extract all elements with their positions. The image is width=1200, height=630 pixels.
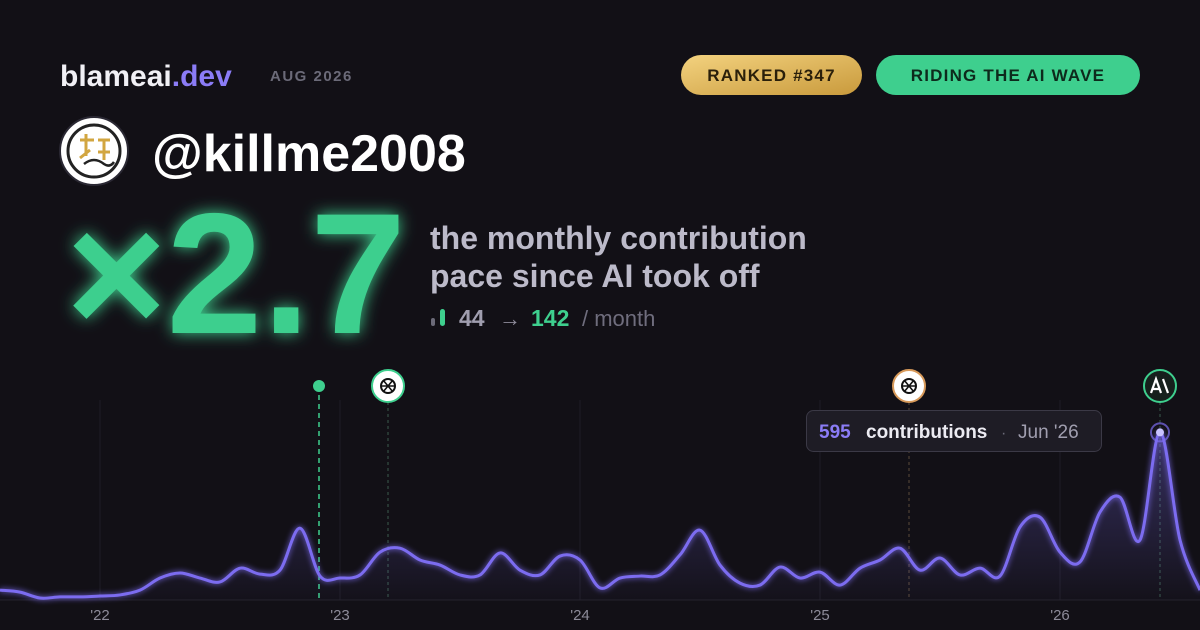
x-tick-label: '23 <box>330 607 350 624</box>
tooltip-value: 595 <box>819 422 851 443</box>
avatar <box>59 116 129 186</box>
description-line: the monthly contribution <box>430 220 807 256</box>
pace-arrow: → <box>499 306 521 331</box>
pace-after: 142 <box>531 305 569 331</box>
period: AUG 2026 <box>270 68 353 85</box>
openai-icon <box>892 369 926 403</box>
brand-suffix: .dev <box>172 60 232 93</box>
area <box>0 432 1200 600</box>
openai-icon <box>371 369 405 403</box>
highlight-ring <box>1150 422 1170 443</box>
x-tick-label: '24 <box>570 607 590 624</box>
status-badge-text: RIDING THE AI WAVE <box>911 66 1105 85</box>
x-tick-label: '26 <box>1050 607 1070 624</box>
tooltip-box <box>806 410 1102 452</box>
status-badge <box>876 55 1140 95</box>
multiplier: ×2.7 <box>66 178 406 370</box>
line <box>0 430 1200 600</box>
tooltip-date: Jun '26 <box>1018 422 1079 443</box>
brand-name: blameai <box>60 60 172 93</box>
rank-badge <box>681 55 862 95</box>
pace-before: 44 <box>459 305 485 331</box>
description-line: pace since AI took off <box>430 258 760 294</box>
x-tick-label: '22 <box>90 607 110 624</box>
pace-unit: / month <box>582 306 655 331</box>
username: @killme2008 <box>152 125 466 183</box>
event-icons <box>371 369 1177 403</box>
pace-icon <box>431 309 445 326</box>
x-tick-label: '25 <box>810 607 830 624</box>
tooltip-separator: · <box>1001 425 1006 442</box>
brand: blameai.dev <box>60 60 232 93</box>
tooltip-label: contributions <box>866 422 987 443</box>
rank-badge-text: RANKED #347 <box>707 66 835 85</box>
plot <box>0 422 1200 600</box>
event-dot <box>313 380 325 392</box>
anthropic-icon <box>1143 369 1177 403</box>
tooltip: 595 contributions · Jun '26 <box>806 410 1102 452</box>
highlight-point <box>1156 428 1164 437</box>
